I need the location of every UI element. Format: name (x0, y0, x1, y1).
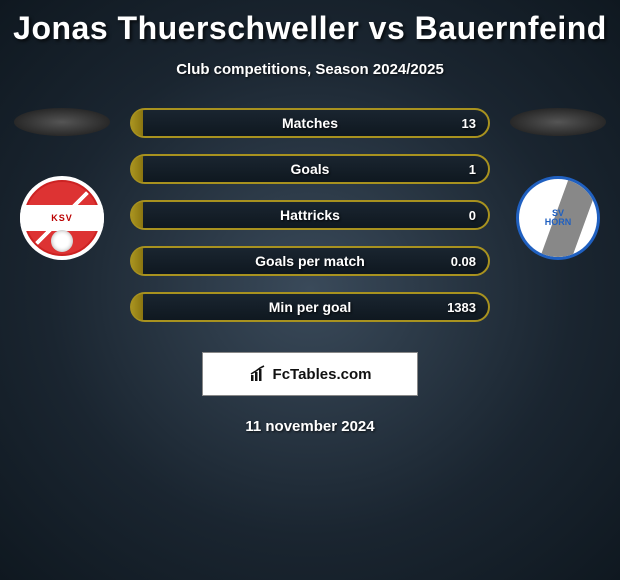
brand-text: FcTables.com (273, 366, 372, 383)
stat-bar-matches: Matches 13 (130, 108, 490, 138)
stat-right-value: 13 (462, 116, 476, 131)
stat-right-value: 1 (469, 162, 476, 177)
page-title: Jonas Thuerschweller vs Bauernfeind (0, 0, 620, 47)
stat-fill (132, 294, 143, 320)
left-column: KSV (12, 108, 112, 260)
stat-bar-hattricks: Hattricks 0 (130, 200, 490, 230)
stat-label: Hattricks (280, 207, 340, 223)
comparison-widget: Jonas Thuerschweller vs Bauernfeind Club… (0, 0, 620, 580)
stat-bar-goals-per-match: Goals per match 0.08 (130, 246, 490, 276)
stats-column: Matches 13 Goals 1 Hattricks 0 Goals per… (112, 108, 508, 338)
date-label: 11 november 2024 (0, 418, 620, 435)
right-stadium-icon (510, 108, 606, 136)
stat-label: Min per goal (269, 299, 351, 315)
left-team-badge-label: KSV (51, 213, 73, 223)
left-team-badge: KSV (20, 176, 104, 260)
right-team-badge-label: SV HORN (539, 209, 578, 227)
stat-label: Goals per match (255, 253, 365, 269)
content-row: KSV Matches 13 Goals 1 Hattricks 0 (0, 108, 620, 338)
stat-fill (132, 248, 143, 274)
page-subtitle: Club competitions, Season 2024/2025 (0, 61, 620, 78)
stat-right-value: 1383 (447, 300, 476, 315)
stat-right-value: 0 (469, 208, 476, 223)
right-column: SV HORN (508, 108, 608, 260)
stat-bar-min-per-goal: Min per goal 1383 (130, 292, 490, 322)
chart-icon (249, 365, 267, 383)
stat-fill (132, 202, 143, 228)
stat-fill (132, 156, 143, 182)
brand-link[interactable]: FcTables.com (202, 352, 418, 396)
stat-label: Matches (282, 115, 338, 131)
stat-fill (132, 110, 143, 136)
stat-bar-goals: Goals 1 (130, 154, 490, 184)
right-team-badge: SV HORN (516, 176, 600, 260)
stat-label: Goals (291, 161, 330, 177)
soccer-ball-icon (51, 230, 73, 252)
stat-right-value: 0.08 (451, 254, 476, 269)
left-stadium-icon (14, 108, 110, 136)
